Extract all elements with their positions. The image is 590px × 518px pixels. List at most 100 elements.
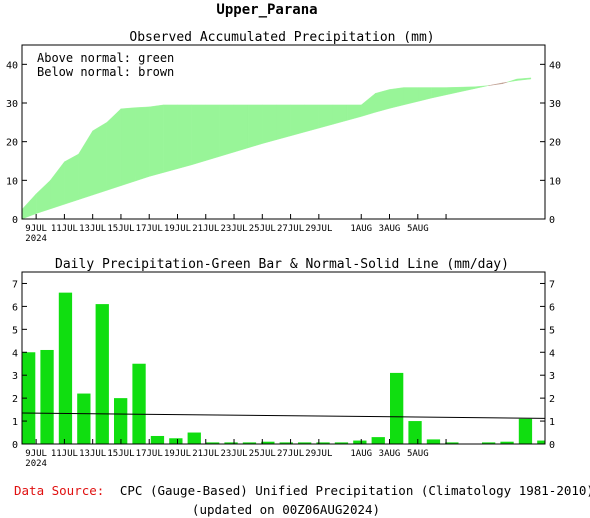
accumulated-area-segment-14 — [219, 104, 235, 157]
accumulated-area-segment-13 — [205, 104, 221, 161]
daily-y-tick-label-left: 6 — [12, 302, 18, 313]
daily-x-tick-label: 1AUG — [350, 449, 372, 459]
legend-below-normal: Below normal: brown — [37, 65, 174, 79]
daily-x-tick-label: 15JUL — [107, 449, 134, 459]
accumulated-area-segment-6 — [106, 108, 122, 191]
accumulated-plot-frame — [21, 44, 546, 220]
accumulated-area-segment-27 — [403, 87, 418, 106]
accumulated-y-tick-label-left: 0 — [12, 215, 18, 226]
accumulated-area-segment-33 — [488, 82, 503, 86]
accumulated-area-segment-23 — [346, 104, 362, 121]
daily-y-tick-label-right: 5 — [549, 325, 555, 336]
accumulated-chart: Observed Accumulated Precipitation (mm) … — [6, 30, 561, 244]
daily-y-tick-label-left: 7 — [12, 279, 18, 290]
accumulated-area-segment-3 — [64, 153, 79, 205]
daily-x-tick-label: 29JUL — [305, 449, 332, 459]
accumulated-area-segment-19 — [290, 104, 305, 137]
daily-chart-title: Daily Precipitation-Green Bar & Normal-S… — [55, 257, 509, 272]
daily-y-tick-label-right: 6 — [549, 302, 555, 313]
daily-y-tick-label-left: 2 — [12, 394, 18, 405]
daily-y-tick-label-left: 0 — [12, 440, 18, 451]
accumulated-area-segment-20 — [304, 104, 320, 133]
accumulated-x-tick-label: 29JUL — [305, 224, 332, 234]
accumulated-area-segment-1 — [35, 179, 51, 214]
accumulated-area-segment-26 — [389, 87, 404, 109]
accumulated-x-tick-label: 13JUL — [79, 224, 106, 234]
daily-bar-3 — [77, 393, 91, 444]
daily-y-tick-label-right: 0 — [549, 440, 555, 451]
accumulated-y-tick-label-right: 10 — [549, 176, 561, 187]
accumulated-area-segment-7 — [120, 107, 136, 187]
daily-bar-4 — [95, 304, 109, 444]
daily-bar-12 — [242, 442, 257, 444]
daily-x-tick-label: 11JUL — [51, 449, 78, 459]
legend-above-normal: Above normal: green — [37, 51, 174, 65]
accumulated-area-segment-30 — [445, 86, 461, 96]
accumulated-area-segment-10 — [163, 104, 178, 173]
accumulated-x-tick-label: 21JUL — [192, 224, 219, 234]
daily-y-tick-label-left: 3 — [12, 371, 18, 382]
accumulated-area-segment-17 — [262, 104, 277, 144]
daily-chart: Daily Precipitation-Green Bar & Normal-S… — [12, 257, 555, 469]
daily-bar-9 — [187, 432, 201, 444]
accumulated-area-segment-34a — [502, 81, 508, 84]
daily-bar-28 — [537, 440, 545, 444]
daily-bar-25 — [482, 442, 496, 444]
daily-bar-15 — [298, 442, 312, 444]
data-source-line: Data Source: CPC (Gauge-Based) Unified P… — [14, 483, 590, 498]
accumulated-x-tick-label: 9JUL — [25, 224, 47, 234]
accumulated-x-tick-label: 25JUL — [249, 224, 276, 234]
daily-bar-10 — [206, 442, 220, 444]
daily-bar-21 — [408, 421, 422, 444]
accumulated-x-tick-label: 27JUL — [277, 224, 304, 234]
daily-bar-16 — [316, 442, 330, 444]
daily-normal-line — [21, 412, 546, 419]
main-title: Upper_Parana — [216, 2, 317, 18]
accumulated-y-tick-label-right: 30 — [549, 99, 561, 110]
accumulated-x-tick-label: 19JUL — [164, 224, 191, 234]
accumulated-x-tick-label: 1AUG — [350, 224, 372, 234]
accumulated-area-segment-4 — [78, 130, 93, 200]
daily-y-tick-label-left: 5 — [12, 325, 18, 336]
daily-y-tick-label-right: 3 — [549, 371, 555, 382]
accumulated-area-layer — [21, 77, 532, 220]
accumulated-area-segment-32 — [474, 85, 489, 89]
daily-y-tick-label-left: 4 — [12, 348, 18, 359]
daily-plot-frame — [21, 271, 546, 445]
accumulated-area-segment-22 — [332, 104, 348, 125]
accumulated-x-tick-label: 3AUG — [379, 224, 401, 234]
accumulated-area-segment-15 — [233, 104, 249, 153]
daily-x-tick-label: 19JUL — [164, 449, 191, 459]
accumulated-area-segment-9 — [149, 104, 164, 177]
accumulated-area-segment-11 — [177, 104, 192, 169]
daily-x-tick-label: 9JUL — [25, 449, 47, 459]
daily-bar-22 — [426, 439, 441, 444]
accumulated-area-segment-16 — [247, 104, 263, 149]
daily-bar-8 — [169, 438, 183, 444]
daily-x-tick-label: 17JUL — [136, 449, 163, 459]
accumulated-y-tick-label-left: 40 — [6, 60, 18, 71]
daily-bar-19 — [371, 437, 385, 444]
accumulated-y-tick-label-right: 20 — [549, 138, 561, 149]
accumulated-area-segment-12 — [191, 104, 206, 166]
accumulated-y-tick-label-right: 0 — [549, 215, 555, 226]
accumulated-y-tick-label-right: 40 — [549, 60, 561, 71]
accumulated-y-tick-label-left: 20 — [6, 138, 18, 149]
daily-bar-27 — [518, 418, 533, 444]
daily-bar-6 — [132, 363, 146, 444]
accumulated-area-segment-34b — [507, 78, 517, 83]
accumulated-area-segment-18 — [276, 104, 291, 140]
accumulated-x-ticks: 9JUL 11JUL 13JUL 15JUL 17JUL 19JUL 21JUL 23JUL 2… — [25, 214, 447, 244]
accumulated-area-segment-29 — [431, 87, 447, 99]
data-source-text: CPC (Gauge-Based) Unified Precipitation … — [120, 483, 590, 498]
accumulated-area-segment-35 — [516, 77, 532, 81]
daily-bar-17 — [334, 442, 349, 444]
daily-x-tick-label: 23JUL — [220, 449, 247, 459]
daily-bar-13 — [261, 441, 275, 444]
daily-bar-7 — [150, 435, 165, 444]
daily-bar-2 — [58, 292, 73, 444]
updated-note: (updated on 00Z06AUG2024) — [192, 502, 380, 517]
accumulated-area-segment-0 — [21, 193, 37, 220]
accumulated-area-segment-31 — [459, 86, 475, 93]
